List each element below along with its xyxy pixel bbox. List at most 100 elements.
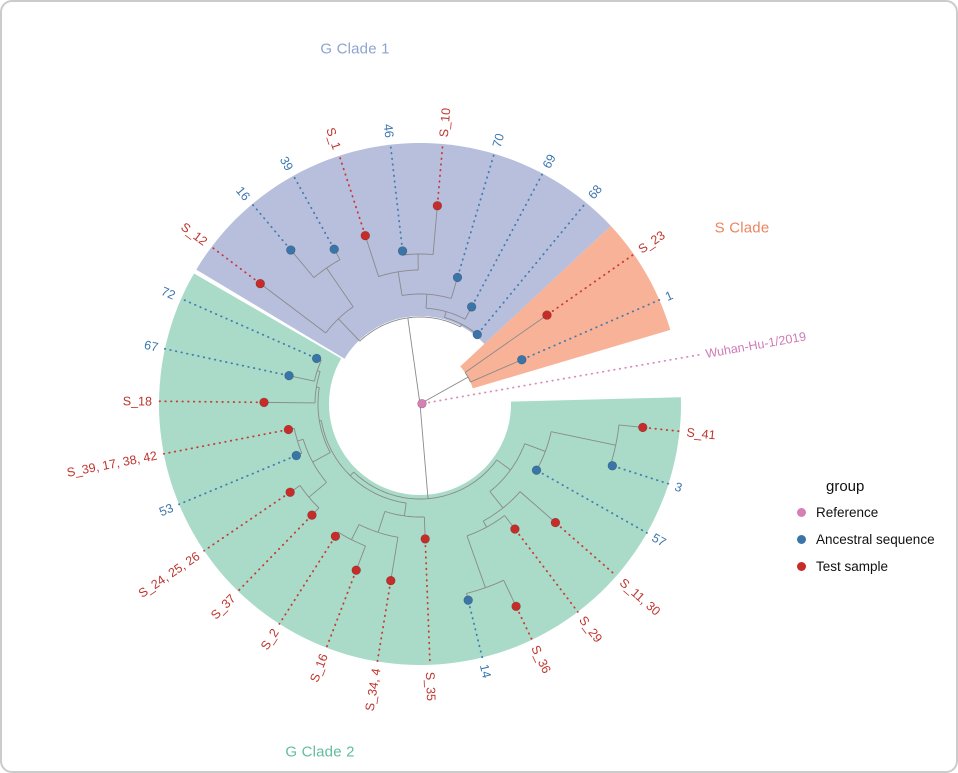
tree-branch bbox=[326, 267, 354, 308]
tree-arc bbox=[359, 316, 461, 342]
tip-dot-test bbox=[307, 510, 317, 520]
tip-dot-anc bbox=[284, 370, 294, 381]
tree-branch bbox=[419, 376, 469, 405]
tip-dot-test bbox=[283, 424, 294, 435]
tree-arc bbox=[302, 439, 327, 483]
leader-line bbox=[437, 143, 444, 200]
tip-label: 57 bbox=[649, 531, 668, 550]
tree-branch bbox=[519, 491, 556, 523]
tree-branch bbox=[312, 452, 331, 463]
tree-branch bbox=[496, 459, 511, 471]
tip-dot-ref bbox=[417, 398, 427, 409]
tip-dot-test bbox=[259, 397, 269, 408]
tip-dot-anc bbox=[397, 246, 408, 256]
leader-line bbox=[237, 519, 308, 593]
legend: group Reference Ancestral sequence Test … bbox=[797, 478, 935, 586]
tip-label: S_2 bbox=[258, 626, 282, 652]
leader-line bbox=[480, 201, 587, 331]
tree-branch bbox=[432, 205, 438, 255]
tip-dot-anc bbox=[517, 355, 527, 365]
tip-dot-anc bbox=[286, 245, 296, 255]
tip-dot-test bbox=[432, 201, 443, 211]
tree-branch bbox=[425, 294, 428, 309]
ancestral-dot-icon bbox=[797, 535, 806, 544]
reference-dot-icon bbox=[797, 508, 806, 517]
tree-branch bbox=[524, 443, 546, 452]
tip-label: 39 bbox=[277, 154, 296, 173]
clade-wedge-1 bbox=[460, 226, 671, 389]
tip-dot-anc bbox=[472, 329, 482, 340]
tree-branch bbox=[551, 431, 616, 446]
tip-dot-test bbox=[351, 565, 361, 575]
tree-branch bbox=[489, 491, 504, 509]
tree-arc bbox=[317, 387, 331, 453]
tree-branch bbox=[464, 314, 548, 373]
leader-line bbox=[648, 427, 681, 433]
tip-dot-test bbox=[511, 601, 521, 612]
legend-item-label: Test sample bbox=[816, 559, 889, 574]
tree-arc bbox=[320, 420, 407, 504]
tip-dot-test bbox=[255, 278, 265, 289]
tip-label: 53 bbox=[157, 501, 175, 519]
leader-line bbox=[278, 541, 333, 625]
tree-branch bbox=[260, 283, 327, 334]
tip-dot-test bbox=[420, 534, 430, 544]
tree-arc bbox=[337, 531, 366, 547]
legend-item-label: Reference bbox=[816, 505, 879, 520]
leader-line bbox=[203, 495, 286, 552]
tip-label: 14 bbox=[477, 663, 494, 680]
tree-arc bbox=[313, 360, 322, 382]
leader-line bbox=[158, 400, 258, 404]
tree-arc bbox=[293, 428, 303, 454]
tree-arc bbox=[489, 443, 526, 492]
tip-label: S_10 bbox=[437, 107, 453, 137]
tree-arc bbox=[425, 307, 466, 320]
tree-arc bbox=[536, 431, 552, 471]
tip-dot-anc bbox=[607, 461, 618, 471]
tip-label: S_29 bbox=[576, 614, 605, 646]
tip-label: S_34, 4 bbox=[363, 667, 384, 712]
tip-label: S_39, 17, 38, 42 bbox=[66, 449, 159, 480]
tree-branch bbox=[338, 318, 361, 342]
tip-label: S_23 bbox=[636, 228, 668, 256]
legend-item-test-sample: Test sample bbox=[797, 559, 935, 574]
tip-label: S_36 bbox=[528, 643, 553, 675]
tree-branch bbox=[444, 311, 447, 318]
tip-dot-anc bbox=[452, 272, 463, 283]
tip-label: 3 bbox=[673, 480, 684, 495]
tip-dot-anc bbox=[531, 465, 542, 475]
tip-dot-anc bbox=[466, 302, 477, 312]
tip-label: S_12 bbox=[178, 220, 210, 249]
tree-branch bbox=[459, 324, 463, 328]
clade-label-g-clade-2: G Clade 2 bbox=[285, 743, 355, 761]
leader-line bbox=[210, 246, 256, 281]
tree-branch bbox=[482, 520, 487, 528]
tree-arc bbox=[402, 293, 452, 299]
tip-label: 69 bbox=[540, 152, 559, 171]
tree-branch bbox=[317, 370, 321, 372]
tip-label: S_37 bbox=[208, 592, 238, 623]
tree-arc bbox=[358, 524, 399, 538]
leader-line bbox=[559, 526, 618, 577]
tree-branch bbox=[470, 359, 522, 383]
tip-dot-test bbox=[330, 531, 341, 541]
leader-line bbox=[518, 533, 579, 613]
leader-line bbox=[389, 143, 403, 245]
tip-dot-test bbox=[360, 230, 371, 241]
tip-dot-anc bbox=[311, 353, 322, 364]
tree-branch bbox=[377, 511, 386, 533]
tip-dot-anc bbox=[463, 595, 473, 605]
tip-label: S_41 bbox=[686, 425, 717, 442]
tree-branch bbox=[407, 317, 421, 405]
tree-branch bbox=[351, 524, 360, 540]
tree-branch bbox=[290, 249, 315, 278]
tip-label: 70 bbox=[490, 132, 507, 149]
tree-branch bbox=[403, 502, 407, 516]
tree-branch bbox=[308, 482, 327, 498]
tip-label: 16 bbox=[233, 184, 253, 204]
clade-label-g-clade-1: G Clade 1 bbox=[320, 40, 390, 58]
tip-dot-test bbox=[386, 575, 396, 586]
tree-branch bbox=[503, 579, 517, 607]
